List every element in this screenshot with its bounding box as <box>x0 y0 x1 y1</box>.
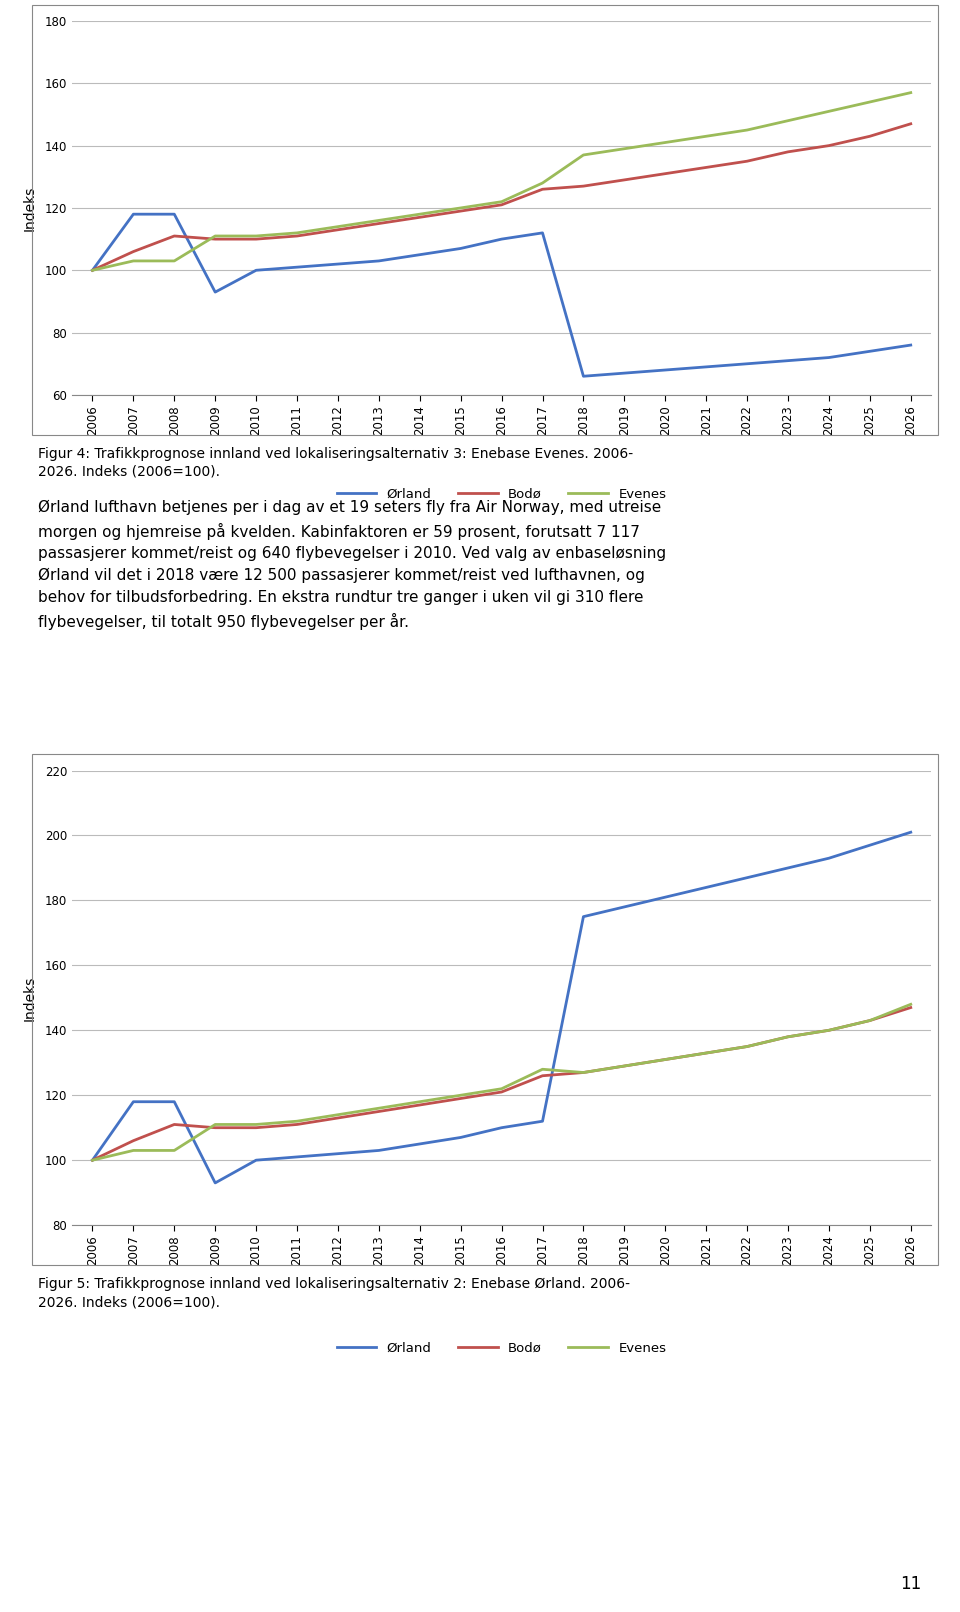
Y-axis label: Indeks: Indeks <box>22 975 36 1020</box>
Legend: Ørland, Bodø, Evenes: Ørland, Bodø, Evenes <box>337 487 666 501</box>
Text: 11: 11 <box>900 1575 922 1593</box>
Legend: Ørland, Bodø, Evenes: Ørland, Bodø, Evenes <box>337 1341 666 1356</box>
Y-axis label: Indeks: Indeks <box>22 185 36 231</box>
Text: Ørland lufthavn betjenes per i dag av et 19 seters fly fra Air Norway, med utrei: Ørland lufthavn betjenes per i dag av et… <box>38 500 666 630</box>
Text: Figur 4: Trafikkprognose innland ved lokaliseringsalternativ 3: Enebase Evenes. : Figur 4: Trafikkprognose innland ved lok… <box>38 447 634 479</box>
Text: Figur 5: Trafikkprognose innland ved lokaliseringsalternativ 2: Enebase Ørland. : Figur 5: Trafikkprognose innland ved lok… <box>38 1277 631 1309</box>
